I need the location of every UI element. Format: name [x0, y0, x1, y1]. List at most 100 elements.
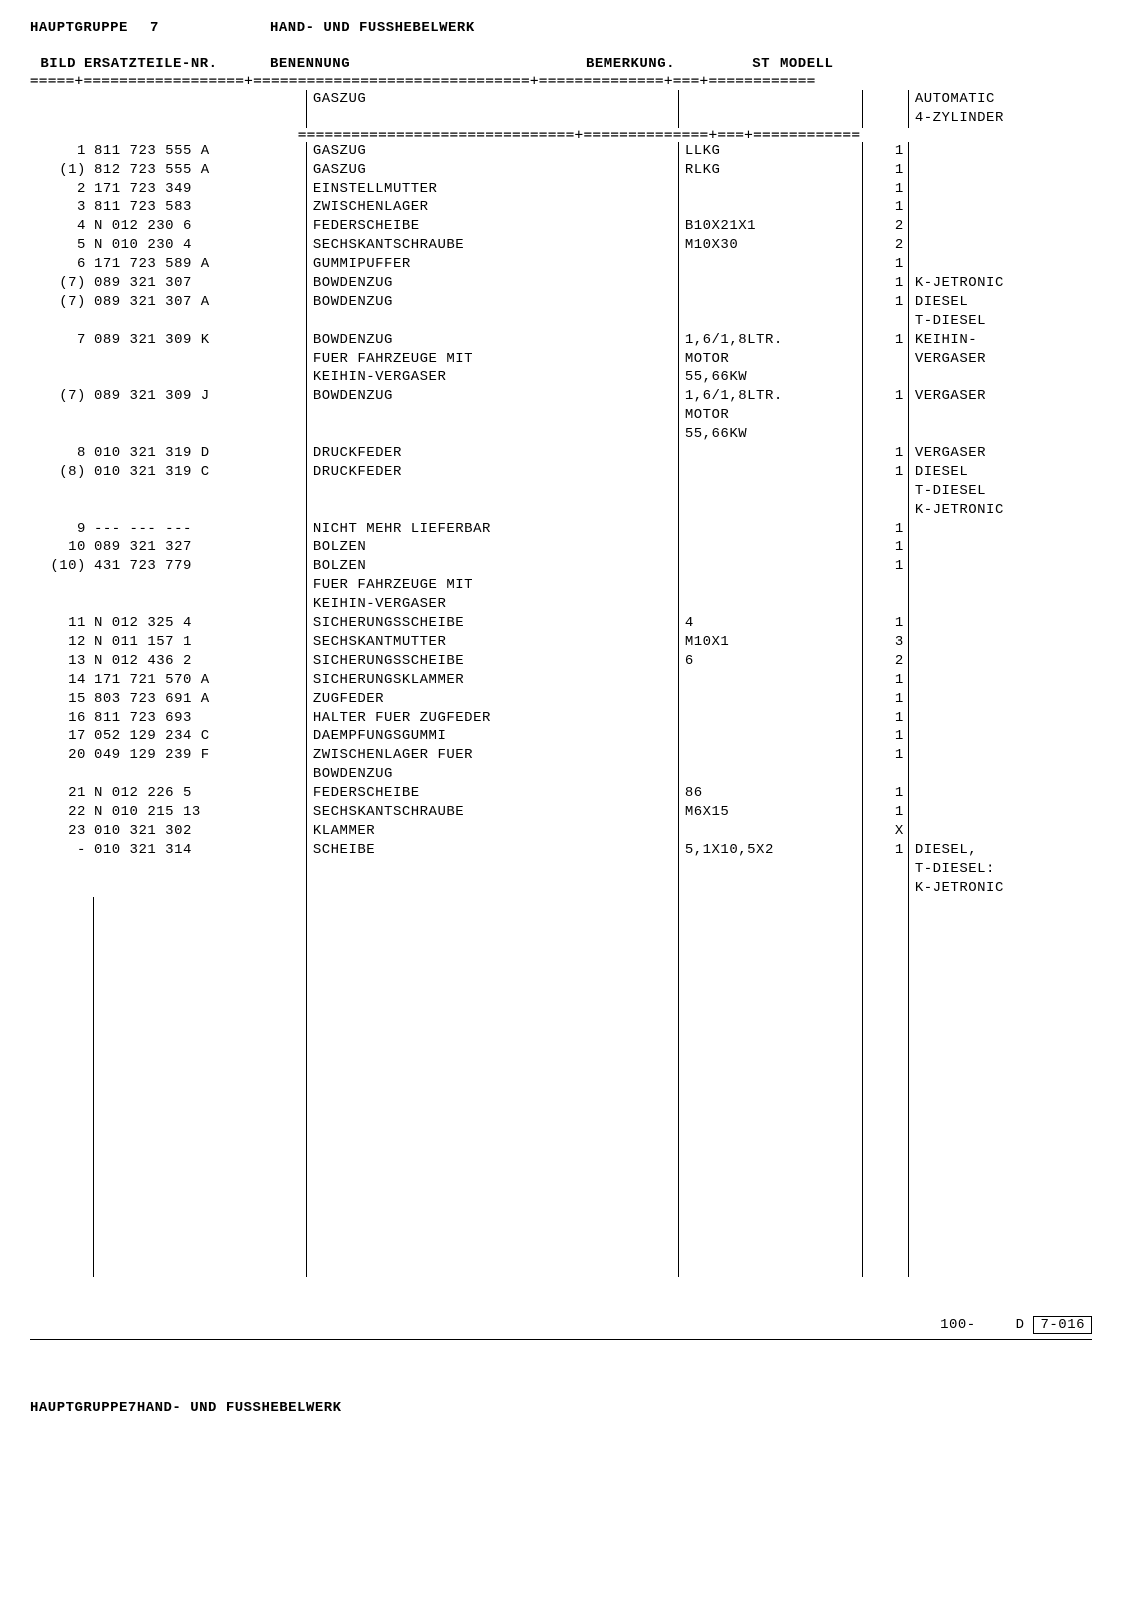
- cell: [863, 90, 909, 128]
- cell-name: ZWISCHENLAGER: [306, 198, 678, 217]
- cell-model: K-JETRONIC: [908, 274, 1092, 293]
- cell-st: 1: [863, 255, 909, 274]
- cell-model: [908, 180, 1092, 199]
- cell-part: 052 129 234 C: [94, 727, 306, 746]
- cell-part: 089 321 309 K: [94, 331, 306, 388]
- cell-remark: [678, 727, 862, 746]
- cell: [678, 90, 862, 128]
- col-part: ERSATZTEILE-NR.: [84, 56, 264, 72]
- section-title: GASZUG: [306, 90, 678, 128]
- cell-bild: 14: [30, 671, 94, 690]
- group-title: HAND- UND FUSSHEBELWERK: [270, 20, 1092, 36]
- table-row: (1)812 723 555 AGASZUGRLKG1: [30, 161, 1092, 180]
- cell-st: 1: [863, 161, 909, 180]
- cell-remark: [678, 557, 862, 614]
- cell-bild: 15: [30, 690, 94, 709]
- cell-model: [908, 520, 1092, 539]
- cell-model: [908, 538, 1092, 557]
- cell-bild: (8): [30, 463, 94, 520]
- cell-bild: (1): [30, 161, 94, 180]
- table-row: (7)089 321 307 ABOWDENZUG1DIESEL T-DIESE…: [30, 293, 1092, 331]
- parts-table: GASZUGAUTOMATIC 4-ZYLINDER =============…: [30, 90, 1092, 1277]
- cell-part: 811 723 693: [94, 709, 306, 728]
- cell-name: BOWDENZUG: [306, 387, 678, 444]
- cell-part: 089 321 307 A: [94, 293, 306, 331]
- cell-name: SICHERUNGSKLAMMER: [306, 671, 678, 690]
- cell-name: ZUGFEDER: [306, 690, 678, 709]
- page-header: HAUPTGRUPPE 7 HAND- UND FUSSHEBELWERK: [30, 20, 1092, 36]
- cell-name: SICHERUNGSSCHEIBE: [306, 614, 678, 633]
- cell-name: GASZUG: [306, 142, 678, 161]
- cell-bild: 13: [30, 652, 94, 671]
- table-row: 15803 723 691 AZUGFEDER1: [30, 690, 1092, 709]
- cell-remark: B10X21X1: [678, 217, 862, 236]
- cell-part: 171 723 349: [94, 180, 306, 199]
- page-footer: 100- D 7-016: [30, 1317, 1092, 1333]
- cell-bild: 16: [30, 709, 94, 728]
- cell-st: 1: [863, 142, 909, 161]
- cell-st: 3: [863, 633, 909, 652]
- cell-bild: -: [30, 841, 94, 898]
- cell-st: 1: [863, 746, 909, 784]
- cell-bild: 4: [30, 217, 94, 236]
- cell-st: 1: [863, 520, 909, 539]
- cell-st: 1: [863, 557, 909, 614]
- cell-model: VERGASER: [908, 387, 1092, 444]
- table-row: -010 321 314SCHEIBE5,1X10,5X21DIESEL, T-…: [30, 841, 1092, 898]
- cell-model: [908, 671, 1092, 690]
- cell-name: BOLZEN: [306, 538, 678, 557]
- table-row: 1811 723 555 AGASZUGLLKG1: [30, 142, 1092, 161]
- cell-model: [908, 652, 1092, 671]
- cell-st: 1: [863, 803, 909, 822]
- cell-model: [908, 142, 1092, 161]
- cell-model: [908, 727, 1092, 746]
- cell-name: HALTER FUER ZUGFEDER: [306, 709, 678, 728]
- cell-remark: M6X15: [678, 803, 862, 822]
- table-row: 4N 012 230 6FEDERSCHEIBEB10X21X12: [30, 217, 1092, 236]
- table-row: 9--- --- ---NICHT MEHR LIEFERBAR1: [30, 520, 1092, 539]
- cell-st: 1: [863, 463, 909, 520]
- cell-name: GASZUG: [306, 161, 678, 180]
- cell-st: 1: [863, 387, 909, 444]
- cell-model: KEIHIN- VERGASER: [908, 331, 1092, 388]
- cell-part: 811 723 583: [94, 198, 306, 217]
- table-row: 7089 321 309 KBOWDENZUG FUER FAHRZEUGE M…: [30, 331, 1092, 388]
- cell-bild: 17: [30, 727, 94, 746]
- cell-name: BOWDENZUG FUER FAHRZEUGE MIT KEIHIN-VERG…: [306, 331, 678, 388]
- cell-part: N 012 325 4: [94, 614, 306, 633]
- group-title: HAND- UND FUSSHEBELWERK: [137, 1400, 342, 1416]
- cell-part: N 010 215 13: [94, 803, 306, 822]
- cell-part: 010 321 302: [94, 822, 306, 841]
- cell-st: 1: [863, 198, 909, 217]
- cell-remark: [678, 255, 862, 274]
- cell-bild: (10): [30, 557, 94, 614]
- cell-part: 089 321 307: [94, 274, 306, 293]
- cell-bild: 12: [30, 633, 94, 652]
- cell-part: 010 321 319 C: [94, 463, 306, 520]
- cell-remark: 6: [678, 652, 862, 671]
- group-number: 7: [128, 1400, 137, 1416]
- col-model: MODELL: [774, 56, 930, 72]
- table-row: 6171 723 589 AGUMMIPUFFER1: [30, 255, 1092, 274]
- cell-remark: [678, 671, 862, 690]
- cell-remark: [678, 690, 862, 709]
- header-separator: =====+==================+===============…: [30, 74, 1092, 88]
- cell-remark: [678, 444, 862, 463]
- cell-remark: LLKG: [678, 142, 862, 161]
- cell-model: [908, 784, 1092, 803]
- cell-name: BOLZEN FUER FAHRZEUGE MIT KEIHIN-VERGASE…: [306, 557, 678, 614]
- cell-bild: 7: [30, 331, 94, 388]
- table-row: 11N 012 325 4SICHERUNGSSCHEIBE41: [30, 614, 1092, 633]
- cell-part: 171 723 589 A: [94, 255, 306, 274]
- cell-part: 089 321 309 J: [94, 387, 306, 444]
- cell-model: [908, 746, 1092, 784]
- cell-remark: 1,6/1,8LTR. MOTOR 55,66KW: [678, 387, 862, 444]
- cell-model: [908, 822, 1092, 841]
- footer-code-prefix: D: [1016, 1317, 1025, 1333]
- cell-name: KLAMMER: [306, 822, 678, 841]
- table-row: 12N 011 157 1SECHSKANTMUTTERM10X13: [30, 633, 1092, 652]
- cell-st: 1: [863, 841, 909, 898]
- cell-model: [908, 690, 1092, 709]
- cell-remark: [678, 180, 862, 199]
- cell-remark: 5,1X10,5X2: [678, 841, 862, 898]
